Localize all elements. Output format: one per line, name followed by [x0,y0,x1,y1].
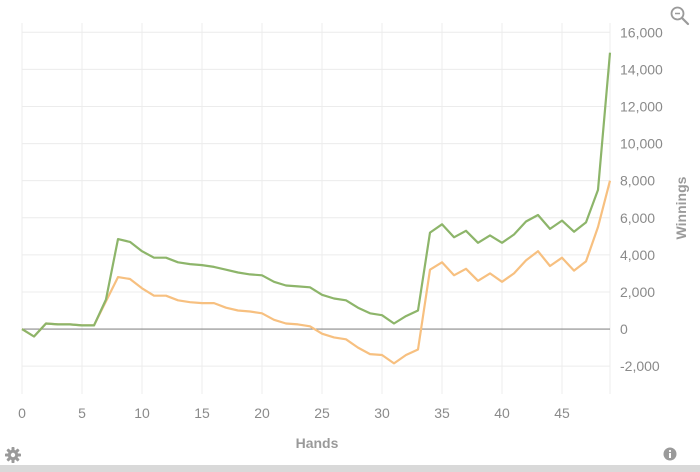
x-tick-label: 45 [554,405,570,421]
y-tick-label: 10,000 [620,136,663,152]
y-tick-label: 6,000 [620,210,655,226]
series-line-1 [21,52,612,338]
x-tick-label: 0 [18,405,26,421]
x-tick-label: 40 [494,405,510,421]
x-tick-label: 25 [314,405,330,421]
x-tick-label: 30 [374,405,390,421]
bottom-bar [0,465,700,472]
x-axis-title: Hands [296,435,339,451]
y-tick-label: 0 [620,321,628,337]
y-tick-label: 14,000 [620,61,663,77]
x-tick-labels: 0 5 10 15 20 25 30 35 40 45 [18,405,570,421]
grid-lines [21,23,611,394]
gear-icon[interactable] [4,446,22,464]
series-line-2 [21,180,612,365]
magnifier-icon[interactable] [669,5,691,27]
info-icon[interactable] [663,447,677,461]
x-tick-label: 10 [134,405,150,421]
y-tick-labels: -2,000 0 2,000 4,000 6,000 8,000 10,000 12,000 1… [620,24,663,374]
y-tick-label: 4,000 [620,247,655,263]
x-tick-label: 15 [194,405,210,421]
y-axis-title: Winnings [673,176,689,239]
y-tick-label: 8,000 [620,173,655,189]
x-tick-label: 20 [254,405,270,421]
y-tick-label: 16,000 [620,24,663,40]
y-tick-label: 2,000 [620,284,655,300]
x-tick-label: 5 [78,405,86,421]
x-tick-label: 35 [434,405,450,421]
y-tick-label: 12,000 [620,98,663,114]
series-layer [21,52,612,365]
y-tick-label: -2,000 [620,358,660,374]
